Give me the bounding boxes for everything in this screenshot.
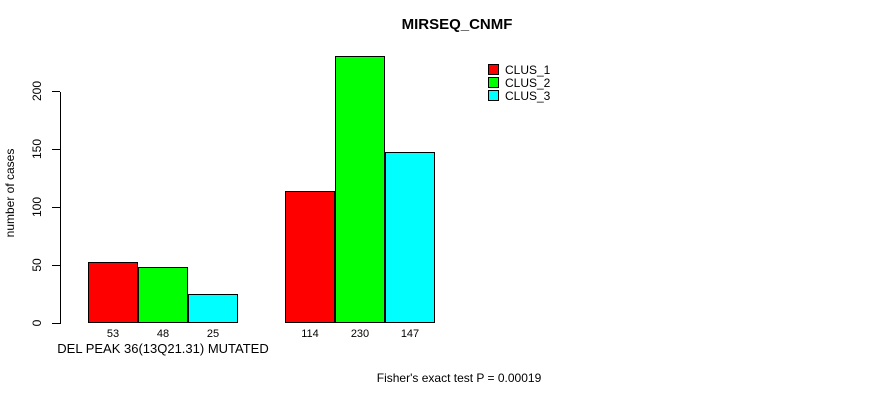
bar-clus_2-group1 [138, 267, 188, 323]
y-axis [60, 92, 61, 324]
bar-clus_2-group2 [335, 56, 385, 323]
x-axis-label: DEL PEAK 36(13Q21.31) MUTATED [57, 341, 269, 356]
bar-clus_3-group1 [188, 294, 238, 323]
y-axis-tick [52, 323, 60, 324]
y-axis-tick-label: 150 [30, 138, 44, 160]
bar-value-label: 114 [301, 328, 319, 340]
legend-swatch-clus-1-icon [488, 64, 499, 75]
bar-clus_1-group1 [88, 261, 138, 323]
legend-label: CLUS_3 [505, 88, 551, 103]
bar-clus_3-group2 [385, 152, 435, 323]
bar-value-label: 230 [350, 328, 370, 340]
bar-value-label: 53 [106, 328, 120, 340]
y-axis-tick-label: 100 [30, 196, 44, 218]
y-axis-tick-label: 50 [30, 258, 44, 272]
stat-annotation: Fisher's exact test P = 0.00019 [376, 371, 542, 385]
legend-label: CLUS_2 [505, 75, 551, 90]
bar-value-label: 147 [400, 328, 420, 340]
legend-item-clus-1: CLUS_1 [488, 62, 551, 77]
bar-clus_1-group2 [285, 190, 335, 323]
bar-value-label: 48 [156, 328, 170, 340]
y-axis-tick-label: 0 [30, 319, 44, 327]
legend-item-clus-3: CLUS_3 [488, 88, 551, 103]
legend-swatch-clus-3-icon [488, 90, 499, 101]
chart-title: MIRSEQ_CNMF [401, 16, 513, 33]
y-axis-tick [52, 91, 60, 92]
y-axis-tick [52, 207, 60, 208]
y-axis-tick [52, 149, 60, 150]
y-axis-tick-label: 200 [30, 80, 44, 102]
legend-swatch-clus-2-icon [488, 77, 499, 88]
legend-item-clus-2: CLUS_2 [488, 75, 551, 90]
legend: CLUS_1 CLUS_2 CLUS_3 [488, 62, 551, 103]
bar-value-label: 25 [206, 328, 220, 340]
y-axis-tick [52, 265, 60, 266]
legend-label: CLUS_1 [505, 62, 551, 77]
